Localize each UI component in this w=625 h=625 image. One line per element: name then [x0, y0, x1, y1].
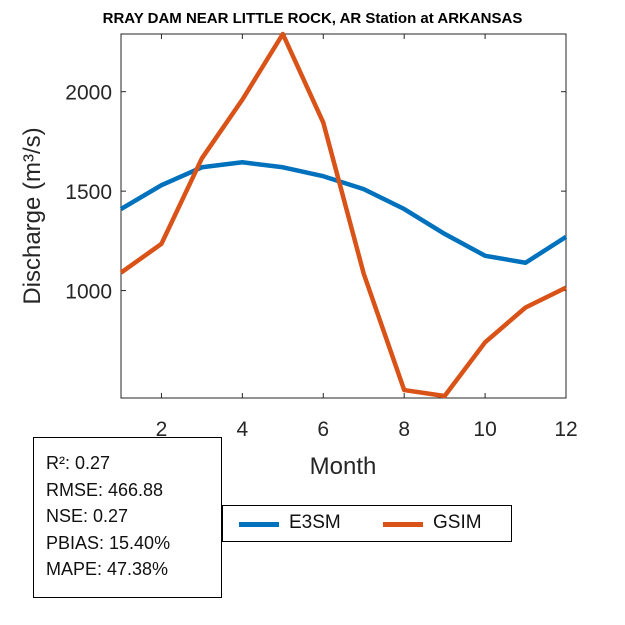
stat-mape: MAPE: 47.38% [46, 559, 169, 579]
y-tick-label: 1000 [65, 281, 112, 304]
stats-box: R²: 0.27 RMSE: 466.88 NSE: 0.27 PBIAS: 1… [33, 437, 222, 598]
series-line-gsim [119, 31, 567, 399]
x-tick-label: 12 [554, 418, 577, 441]
legend-swatch-gsim [383, 522, 423, 527]
stat-rmse: RMSE: 466.88 [46, 479, 164, 500]
y-axis-label: Discharge (m³/s) [19, 127, 46, 304]
legend-swatch-e3sm [239, 522, 279, 527]
x-axis: 2 4 6 8 10 12 [156, 34, 578, 441]
series-line-e3sm [119, 160, 568, 265]
y-axis: 1000 1500 2000 [65, 82, 566, 304]
x-tick-label: 6 [317, 418, 329, 441]
stat-pbias: PBIAS: 15.40% [46, 532, 171, 553]
legend-label-gsim: GSIM [433, 512, 482, 533]
series-layer [119, 31, 568, 399]
x-tick-label: 10 [473, 418, 496, 441]
x-axis-label: Month [310, 453, 377, 480]
stat-r2: R²: 0.27 [46, 453, 111, 473]
plot-area [120, 33, 567, 399]
legend: E3SM GSIM [222, 505, 512, 542]
x-tick-label: 4 [237, 418, 249, 441]
x-tick-label: 2 [156, 418, 168, 441]
y-tick-label: 1500 [65, 181, 112, 204]
chart-title: RRAY DAM NEAR LITTLE ROCK, AR Station at… [102, 10, 523, 27]
x-tick-label: 8 [398, 418, 410, 441]
legend-label-e3sm: E3SM [289, 512, 341, 533]
stat-nse: NSE: 0.27 [46, 506, 129, 526]
y-tick-label: 2000 [65, 82, 112, 105]
